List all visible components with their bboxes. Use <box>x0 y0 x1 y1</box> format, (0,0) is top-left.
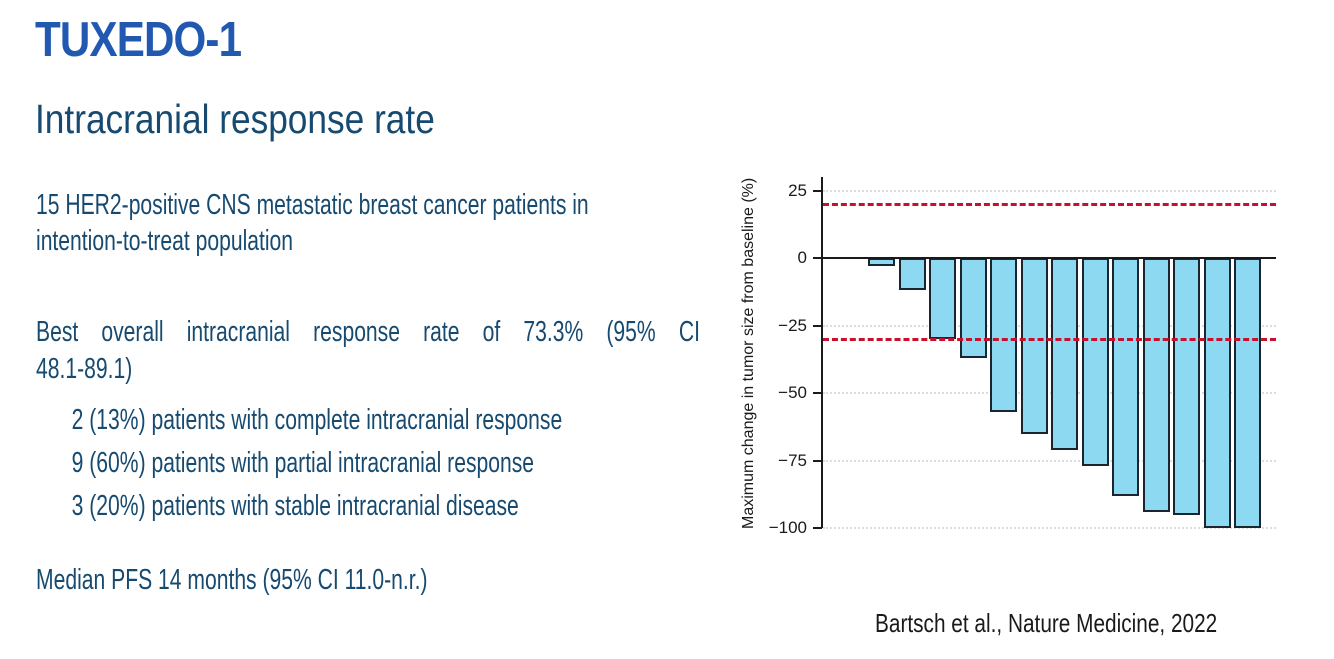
waterfall-bar-8 <box>1081 258 1109 466</box>
slide-subtitle: Intracranial response rate <box>35 96 435 142</box>
response-rate-line-2: 48.1-89.1) <box>36 353 133 385</box>
y-tick-label-25: 25 <box>788 180 807 200</box>
response-rate-line-1: Best overall intracranial response rate … <box>36 316 700 348</box>
plot-area <box>821 177 1276 529</box>
response-breakdown-list: 2 (13%) patients with complete intracran… <box>72 399 563 528</box>
y-tick--25 <box>813 324 822 327</box>
gridline--100 <box>823 527 1276 529</box>
y-tick--100 <box>813 527 822 529</box>
waterfall-bar-3 <box>929 258 956 339</box>
gridline--50 <box>823 392 1276 394</box>
y-tick-25 <box>813 189 822 192</box>
waterfall-bar-5 <box>990 258 1017 412</box>
stable-disease-item: 3 (20%) patients with stable intracrania… <box>71 490 519 522</box>
gridline-25 <box>823 189 1276 192</box>
y-tick--75 <box>813 459 822 462</box>
zero-baseline <box>823 257 1276 259</box>
reference-line--30 <box>823 337 1276 341</box>
y-axis-label: Maximum change in tumor size from baseli… <box>740 177 757 529</box>
response-rate-paragraph: Best overall intracranial response rate … <box>36 314 700 388</box>
y-tick-label-0: 0 <box>797 248 807 267</box>
reference-line-20 <box>823 202 1276 206</box>
y-tick--50 <box>813 392 822 394</box>
complete-response-item: 2 (13%) patients with complete intracran… <box>71 404 563 436</box>
y-tick-label--75: −75 <box>778 450 807 470</box>
waterfall-bar-12 <box>1203 258 1231 528</box>
y-tick-label--25: −25 <box>778 315 807 335</box>
gridline--25 <box>823 324 1276 327</box>
partial-response-item: 9 (60%) patients with partial intracrani… <box>71 447 535 479</box>
citation-text: Bartsch et al., Nature Medicine, 2022 <box>875 608 1218 638</box>
waterfall-chart: Maximum change in tumor size from baseli… <box>735 160 1334 580</box>
waterfall-bar-11 <box>1173 258 1200 515</box>
waterfall-bar-9 <box>1112 258 1139 496</box>
waterfall-bar-4 <box>959 258 987 358</box>
waterfall-bar-6 <box>1020 258 1048 434</box>
waterfall-bar-10 <box>1142 258 1170 512</box>
waterfall-bar-1 <box>868 258 895 267</box>
slide-title: TUXEDO-1 <box>35 13 242 67</box>
patients-line-1: 15 HER2-positive CNS metastatic breast c… <box>36 189 589 221</box>
waterfall-bar-7 <box>1051 258 1078 450</box>
y-tick-label--100: −100 <box>768 518 807 537</box>
median-pfs-text: Median PFS 14 months (95% CI 11.0-n.r.) <box>36 564 428 596</box>
patients-paragraph: 15 HER2-positive CNS metastatic breast c… <box>36 187 700 259</box>
waterfall-bar-13 <box>1234 258 1261 528</box>
gridline--75 <box>823 459 1276 462</box>
y-tick-0 <box>813 257 822 259</box>
y-tick-label--50: −50 <box>778 383 807 402</box>
waterfall-bar-2 <box>898 258 926 291</box>
patients-line-2: intention-to-treat population <box>36 225 294 257</box>
